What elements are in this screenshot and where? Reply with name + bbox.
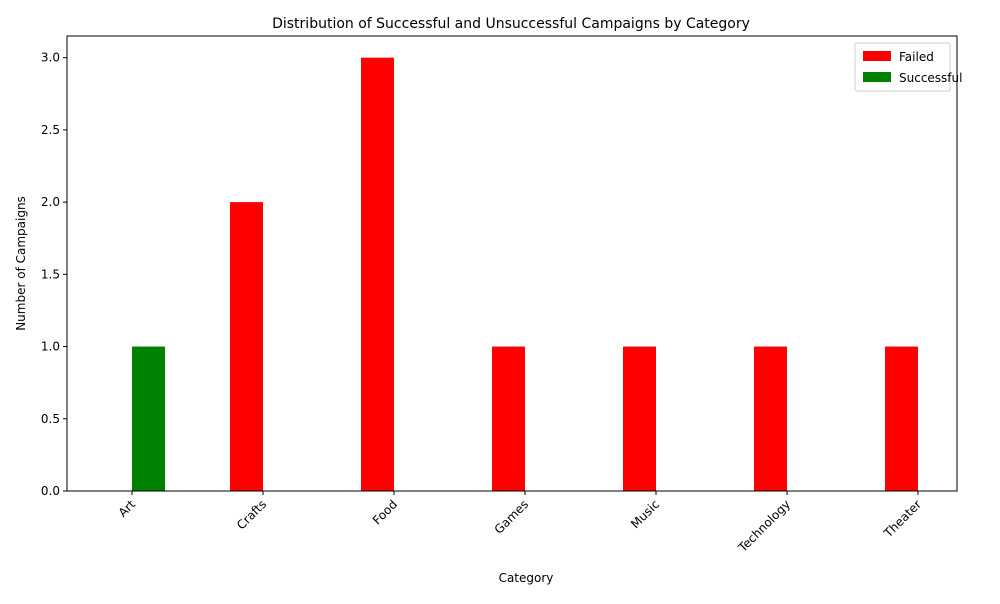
legend: Failed Successful xyxy=(854,42,962,92)
bar-failed-music xyxy=(623,346,656,491)
x-axis-label: Category xyxy=(499,571,554,585)
legend-swatch-successful xyxy=(863,72,891,82)
y-tick-label: 2.5 xyxy=(41,123,60,137)
bar-failed-crafts xyxy=(230,202,263,491)
y-tick-label: 1.0 xyxy=(41,340,60,354)
y-tick-label: 3.0 xyxy=(41,51,60,65)
bar-failed-theater xyxy=(885,346,918,491)
x-tick-label: Games xyxy=(492,497,532,537)
y-tick-label: 0.5 xyxy=(41,412,60,426)
y-tick-label: 1.5 xyxy=(41,267,60,281)
x-tick-label: Crafts xyxy=(234,497,269,532)
x-tick-label: Technology xyxy=(735,497,793,555)
ticks-layer: Art Crafts Food Games Music Technology Theater… xyxy=(41,51,924,556)
chart-title: Distribution of Successful and Unsuccess… xyxy=(272,16,750,32)
x-tick-label: Food xyxy=(370,497,400,527)
legend-swatch-failed xyxy=(863,51,891,61)
y-axis-label: Number of Campaigns xyxy=(14,196,28,331)
bar-successful-art xyxy=(132,346,165,491)
legend-label-failed: Failed xyxy=(899,50,934,64)
bars-layer xyxy=(132,57,918,492)
legend-label-successful: Successful xyxy=(899,71,962,85)
x-tick-label: Art xyxy=(116,497,139,520)
y-tick-label: 2.0 xyxy=(41,195,60,209)
bar-failed-food xyxy=(361,57,394,492)
x-tick-label: Music xyxy=(628,497,662,531)
x-tick-label: Theater xyxy=(880,497,924,541)
y-tick-label: 0.0 xyxy=(41,484,60,498)
bar-failed-games xyxy=(492,346,525,491)
plot-frame xyxy=(66,35,958,492)
bar-failed-technology xyxy=(754,346,787,491)
